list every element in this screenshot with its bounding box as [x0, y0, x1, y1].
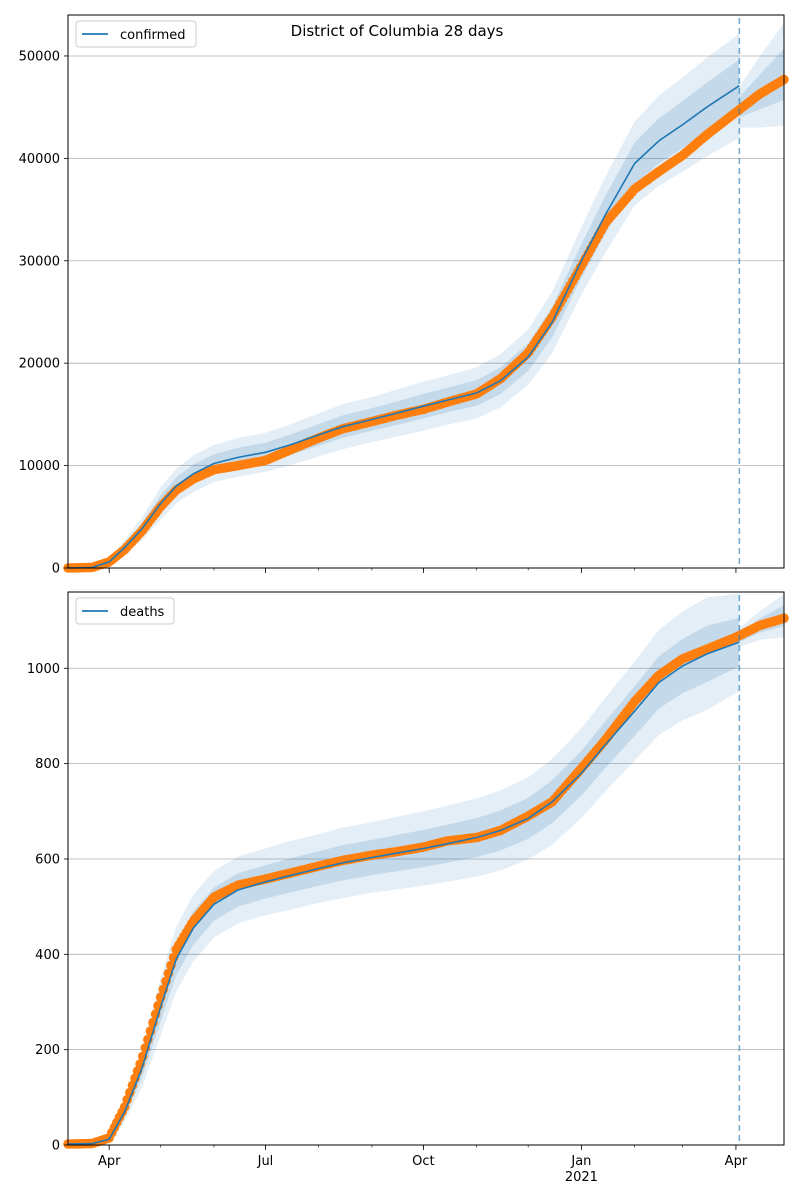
- confirmed-ytick-label-3: 30000: [19, 254, 60, 269]
- deaths-model-band-outer: [68, 593, 740, 1145]
- confirmed-panel: 0 10000 20000 30000 40000 50000 confirmed: [19, 14, 789, 577]
- deaths-xtick-label-0: Apr: [98, 1154, 121, 1169]
- deaths-legend: deaths: [75, 597, 175, 625]
- deaths-observed-point: [125, 1087, 135, 1098]
- deaths-ytick-label-3: 600: [35, 852, 60, 867]
- deaths-xtick-label-1: Jul: [257, 1154, 274, 1169]
- confirmed-ytick-label-2: 20000: [19, 357, 60, 372]
- confirmed-legend: confirmed: [75, 20, 197, 48]
- deaths-xtick-label-2: Oct: [412, 1154, 434, 1169]
- confirmed-legend-box: [75, 20, 197, 48]
- deaths-model-line: [67, 641, 740, 1145]
- deaths-ytick-label-0: 0: [52, 1139, 60, 1154]
- confirmed-ytick-label-1: 10000: [19, 459, 60, 474]
- deaths-ytick-label-5: 1000: [27, 662, 60, 677]
- deaths-legend-box: [75, 597, 175, 625]
- confirmed-model-band-outer: [68, 33, 740, 568]
- confirmed-axes-frame: [67, 14, 785, 569]
- confirmed-ytick-label-0: 0: [52, 562, 60, 577]
- deaths-xtick-label-3: Jan: [570, 1154, 591, 1169]
- deaths-ytick-label-4: 800: [35, 757, 60, 772]
- deaths-legend-label: deaths: [120, 605, 165, 620]
- deaths-xtick-label-4: Apr: [725, 1154, 748, 1169]
- deaths-xtick-sublabel-3: 2021: [565, 1170, 598, 1185]
- confirmed-model-band-inner: [68, 59, 740, 568]
- deaths-ytick-label-2: 400: [35, 948, 60, 963]
- deaths-ytick-label-1: 200: [35, 1043, 60, 1058]
- confirmed-ytick-label-4: 40000: [19, 152, 60, 167]
- figure-title: District of Columbia 28 days: [291, 22, 504, 40]
- confirmed-legend-label: confirmed: [120, 28, 186, 43]
- confirmed-model-line: [67, 85, 740, 569]
- confirmed-ytick-label-5: 50000: [19, 49, 60, 64]
- deaths-axes-frame: [67, 591, 785, 1146]
